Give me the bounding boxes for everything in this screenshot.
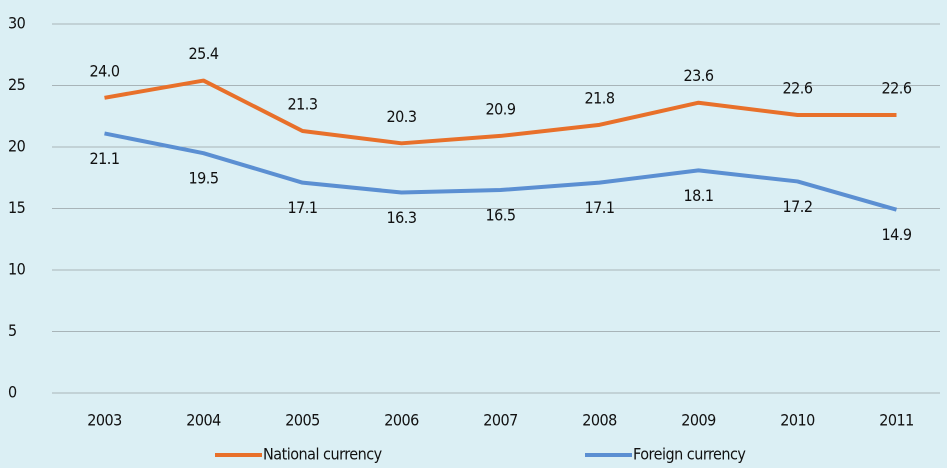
y-tick-label: 15 bbox=[8, 198, 25, 217]
y-tick-label: 0 bbox=[8, 383, 17, 402]
y-tick-label: 25 bbox=[8, 75, 25, 94]
y-tick-label: 10 bbox=[8, 260, 26, 279]
data-label: 24.0 bbox=[89, 61, 119, 80]
series-line bbox=[104, 131, 898, 212]
data-label: 22.6 bbox=[881, 79, 911, 98]
data-label: 17.2 bbox=[782, 197, 812, 216]
data-label: 22.6 bbox=[782, 79, 812, 98]
x-tick-label: 2005 bbox=[285, 411, 320, 430]
data-label: 20.9 bbox=[485, 99, 515, 118]
data-label: 16.5 bbox=[485, 206, 515, 225]
x-tick-label: 2003 bbox=[87, 411, 122, 430]
x-tick-label: 2010 bbox=[780, 411, 815, 430]
data-label: 17.1 bbox=[287, 198, 317, 217]
data-label: 19.5 bbox=[188, 169, 218, 188]
x-tick-label: 2007 bbox=[483, 411, 518, 430]
x-tick-label: 2004 bbox=[186, 411, 221, 430]
y-tick-label: 30 bbox=[8, 14, 26, 33]
data-label: 21.3 bbox=[287, 95, 317, 114]
data-label: 18.1 bbox=[683, 186, 713, 205]
data-label: 23.6 bbox=[683, 66, 713, 85]
data-label: 17.1 bbox=[584, 198, 614, 217]
data-label: 21.1 bbox=[89, 149, 119, 168]
y-tick-label: 5 bbox=[8, 321, 17, 340]
x-tick-label: 2011 bbox=[879, 411, 914, 430]
y-tick-label: 20 bbox=[8, 137, 26, 156]
legend-label: Foreign currency bbox=[633, 445, 746, 464]
x-tick-label: 2009 bbox=[681, 411, 716, 430]
series-line bbox=[104, 78, 897, 146]
x-tick-label: 2008 bbox=[582, 411, 617, 430]
data-label: 20.3 bbox=[386, 107, 416, 126]
data-label: 21.8 bbox=[584, 88, 614, 107]
x-tick-label: 2006 bbox=[384, 411, 419, 430]
data-label: 14.9 bbox=[881, 225, 911, 244]
data-label: 25.4 bbox=[188, 44, 218, 63]
data-label: 16.3 bbox=[386, 208, 416, 227]
legend-label: National currency bbox=[263, 445, 383, 464]
